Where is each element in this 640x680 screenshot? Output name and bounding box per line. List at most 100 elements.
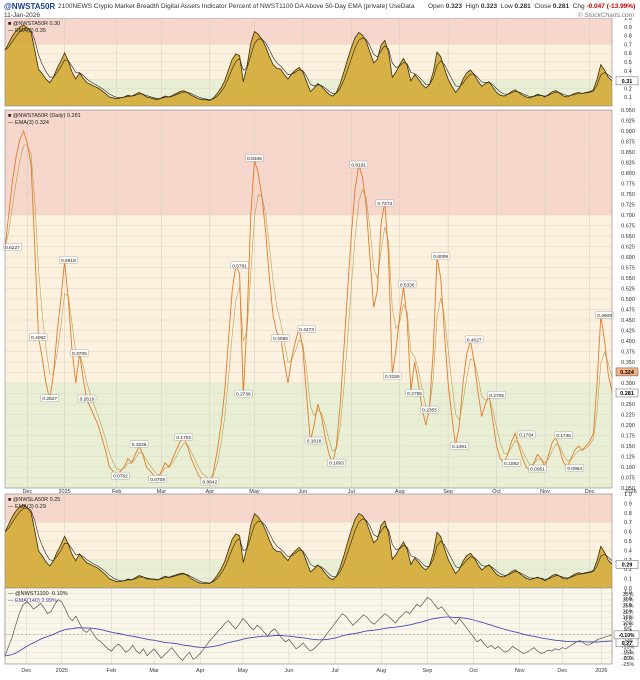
annotation-box: [271, 334, 290, 342]
y-tick-label: 0.850: [621, 150, 635, 156]
annotation-label: 0.1491: [452, 444, 467, 450]
annotation-box: [487, 391, 506, 399]
last-value-box: [615, 76, 639, 86]
ema-line: [4, 616, 613, 657]
x-tick-label: Mar: [157, 489, 167, 495]
annotation-label: 0.6227: [5, 245, 20, 251]
chart-date: 11-Jan-2026: [4, 12, 41, 19]
panel-2: 0.950 0.925 0.900 0.875 0.850 0.825 0.800 0.775…: [3, 108, 639, 492]
annotation-box: [502, 459, 521, 467]
annotation-box: [111, 472, 130, 480]
x-tick-label: 2026: [595, 668, 607, 674]
x-tick-label: Dec: [557, 668, 567, 674]
y-tick-label: 0.825: [621, 161, 635, 167]
y-tick-label: 0.175: [621, 434, 635, 440]
y-tick-label: -20%: [622, 656, 635, 662]
y-tick-label: 0.100: [621, 465, 635, 471]
x-tick-label: Feb: [107, 668, 116, 674]
breadth-line: [4, 24, 613, 102]
annotation-box: [234, 389, 253, 398]
ema-line: [4, 507, 613, 584]
panel-3: 1.00.90.80.70.60.50.40.30.20.10.00.29■ @…: [4, 492, 639, 592]
last-value-label: 0.27: [622, 641, 633, 647]
annotation-box: [148, 475, 167, 483]
x-tick-label: Mar: [149, 668, 159, 674]
x-tick-label: 2025: [56, 668, 68, 674]
y-tick-label: 0.6: [624, 530, 632, 536]
y-tick-label: 0.925: [621, 119, 635, 125]
y-tick-label: 0.1: [624, 95, 632, 101]
annotation-label: 0.2355: [422, 408, 437, 414]
annotation-label: 0.1536: [132, 442, 147, 448]
data-source: UseData: [389, 3, 415, 10]
annotation-box: [29, 333, 48, 341]
annotation-label: 0.7273: [378, 201, 393, 207]
y-tick-label: 0.225: [621, 413, 635, 419]
annotation-label: 0.0642: [202, 480, 217, 486]
annotation-box: [3, 243, 22, 251]
y-tick-label: 0.6: [624, 616, 632, 622]
y-tick-label: 1.0: [624, 590, 632, 596]
annotation-box: [405, 389, 424, 397]
stockcharts-credit: © StockCharts.com: [577, 12, 634, 19]
annotation-box: [398, 280, 417, 289]
y-tick-label: 0.125: [621, 455, 635, 461]
annotation-label: 0.5918: [61, 258, 76, 264]
y-tick-label: 0.625: [621, 245, 635, 251]
annotation-label: 0.8191: [351, 162, 366, 168]
last-value-box: [613, 630, 640, 640]
x-tick-label: May: [249, 489, 260, 495]
y-tick-label: 0.525: [621, 287, 635, 293]
x-tick-label: 2025: [58, 489, 70, 495]
y-tick-label: 0.650: [621, 234, 635, 240]
annotation-label: 0.2736: [236, 392, 251, 398]
x-tick-label: Jul: [348, 489, 355, 495]
y-tick-label: 0.8: [624, 603, 632, 609]
annotation-box: [383, 372, 402, 380]
annotation-box: [174, 433, 193, 441]
annotation-label: 0.4273: [299, 327, 314, 333]
annotation-label: 0.2755: [407, 391, 422, 397]
y-tick-label: 0.1: [624, 577, 632, 583]
y-tick-label: 0.950: [621, 108, 635, 114]
annotation-box: [245, 154, 264, 162]
legend-series: ■ @NWSTA50R 0.30: [8, 21, 60, 27]
y-tick-label: 0.050: [621, 486, 635, 492]
low-label: Low: [500, 3, 513, 10]
y-tick-label: 0.575: [621, 266, 635, 272]
y-tick-label: 25%: [622, 604, 633, 610]
y-tick-label: 0.0: [624, 586, 632, 592]
annotation-label: 0.1702: [176, 435, 191, 441]
x-tick-label: Sep: [423, 668, 433, 674]
legend-ema: — EMA(3) 0.29: [8, 504, 46, 510]
x-tick-label: 2026: [624, 489, 636, 495]
y-tick-label: -10%: [622, 644, 635, 650]
annotation-label: 0.3155: [385, 374, 400, 380]
overbought-zone: [5, 494, 612, 523]
y-tick-label: 0.725: [621, 203, 635, 209]
y-tick-label: 0.5: [624, 623, 632, 629]
y-tick-label: 0.375: [621, 350, 635, 356]
y-tick-label: 0.8: [624, 34, 632, 40]
high-value: 0.323: [480, 3, 498, 10]
price-line: [4, 596, 613, 662]
x-tick-label: Sep: [443, 489, 453, 495]
last-value-label: 0.29: [622, 562, 633, 568]
y-tick-label: 0.700: [621, 213, 635, 219]
breadth-line: [4, 504, 613, 584]
annotation-box: [297, 325, 316, 333]
x-tick-label: Aug: [376, 668, 386, 674]
y-tick-label: 1.0: [624, 18, 632, 22]
y-tick-label: 0.2: [624, 567, 632, 573]
breadth-area: [5, 504, 612, 588]
ema-line: [4, 144, 613, 481]
annotation-label: 0.2627: [42, 396, 57, 402]
y-tick-label: -15%: [622, 650, 635, 656]
annotation-label: 0.0708: [150, 477, 165, 483]
y-tick-label: 0.075: [621, 476, 635, 482]
y-tick-label: 0.750: [621, 192, 635, 198]
annotation-label: 0.0951: [530, 467, 545, 473]
y-tick-label: 1.0: [624, 492, 632, 498]
last-value-box: [615, 367, 639, 377]
chart-header: @NWSTA50R 2100NEWS Crypto Market Breadth…: [0, 0, 640, 22]
